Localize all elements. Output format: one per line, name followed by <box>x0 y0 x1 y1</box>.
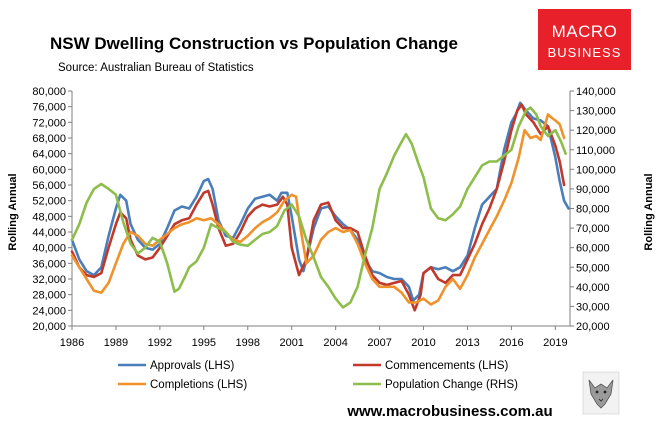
legend-label-commencements: Commencements (LHS) <box>385 360 509 372</box>
x-tick-label: 2010 <box>411 337 435 349</box>
logo-line-1: MACRO <box>552 22 618 41</box>
x-tick-label: 1986 <box>60 337 84 349</box>
y-tick-label-left: 76,000 <box>32 102 66 114</box>
y-tick-label-left: 24,000 <box>32 305 66 317</box>
y-tick-label-left: 56,000 <box>32 180 66 192</box>
x-tick-label: 1995 <box>192 337 216 349</box>
legend-label-population-change: Population Change (RHS) <box>385 379 518 391</box>
x-tick-label: 2019 <box>543 337 567 349</box>
y-tick-label-right: 20,000 <box>576 321 610 333</box>
y-tick-label-left: 36,000 <box>32 258 66 270</box>
x-tick-label: 1989 <box>104 337 128 349</box>
logo-background <box>538 9 631 70</box>
x-tick-label: 1998 <box>236 337 260 349</box>
y-tick-label-left: 48,000 <box>32 211 66 223</box>
series-line-approvals <box>70 101 570 302</box>
legend-label-approvals: Approvals (LHS) <box>150 360 235 372</box>
series-line-population-change <box>70 106 567 309</box>
y-tick-label-left: 72,000 <box>32 117 66 129</box>
x-tick-label: 2001 <box>279 337 303 349</box>
x-tick-label: 2007 <box>367 337 391 349</box>
y-tick-label-left: 68,000 <box>32 133 66 145</box>
y-tick-label-right: 110,000 <box>576 145 615 157</box>
y-tick-label-left: 40,000 <box>32 243 66 255</box>
fox-icon <box>582 371 620 415</box>
x-tick-label: 2013 <box>455 337 479 349</box>
y-tick-label-left: 28,000 <box>32 290 66 302</box>
macrobusiness-logo: MACRO BUSINESS <box>538 9 631 70</box>
y-tick-label-right: 30,000 <box>576 301 610 313</box>
y-tick-label-left: 64,000 <box>32 149 66 161</box>
chart-source: Source: Australian Bureau of Statistics <box>58 62 254 74</box>
legend-label-completions: Completions (LHS) <box>150 379 247 391</box>
x-tick-label: 1992 <box>148 337 172 349</box>
x-tick-label: 2016 <box>499 337 523 349</box>
y-tick-label-right: 40,000 <box>576 282 610 294</box>
legend: Approvals (LHS) Commencements (LHS) Comple… <box>118 360 518 391</box>
y-tick-label-right: 80,000 <box>576 204 610 216</box>
y-tick-label-left: 32,000 <box>32 274 66 286</box>
y-tick-label-right: 60,000 <box>576 243 610 255</box>
y-axis-label-left: Rolling Annual <box>7 173 19 250</box>
logo-line-2: BUSINESS <box>548 45 622 60</box>
y-tick-label-left: 60,000 <box>32 164 66 176</box>
y-tick-label-left: 52,000 <box>32 196 66 208</box>
website-url: www.macrobusiness.com.au <box>346 403 552 420</box>
y-axis-label-right: Rolling Annual <box>643 173 655 250</box>
series-line-commencements <box>70 103 566 312</box>
chart-title: NSW Dwelling Construction vs Population … <box>50 34 458 53</box>
y-tick-label-right: 140,000 <box>576 86 616 98</box>
series-layer <box>70 101 570 312</box>
y-tick-label-right: 50,000 <box>576 262 610 274</box>
y-tick-label-left: 44,000 <box>32 227 66 239</box>
y-tick-label-right: 70,000 <box>576 223 610 235</box>
y-tick-label-right: 90,000 <box>576 184 610 196</box>
x-tick-label: 2004 <box>323 337 347 349</box>
axes: 20,000 24,000 28,000 32,000 36,000 40,000 44,0… <box>32 86 615 349</box>
y-tick-label-right: 120,000 <box>576 125 616 137</box>
y-tick-label-left: 80,000 <box>32 86 66 98</box>
y-tick-label-right: 100,000 <box>576 164 616 176</box>
y-tick-label-left: 20,000 <box>32 321 66 333</box>
y-tick-label-right: 130,000 <box>576 106 616 118</box>
